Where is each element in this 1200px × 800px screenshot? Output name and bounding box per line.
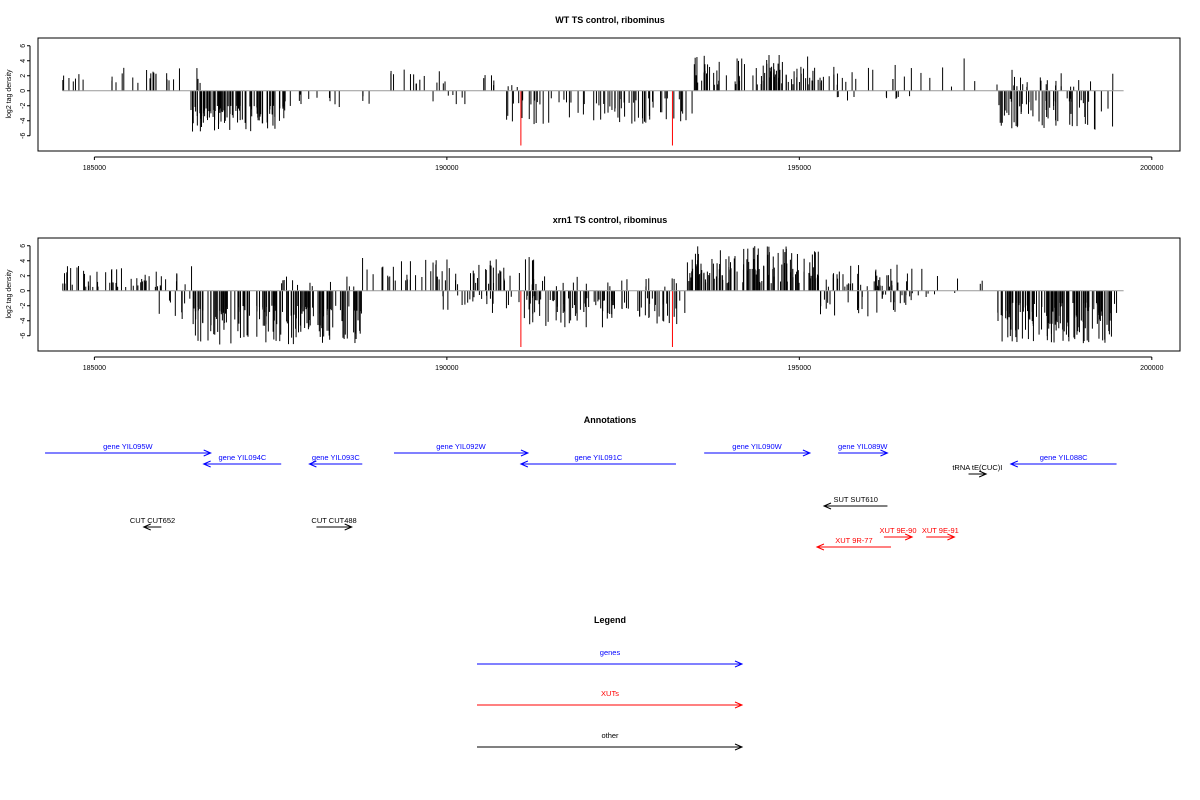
y-tick-label: -2 xyxy=(20,103,27,109)
y-axis: -6 -4 -2 0 2 4 6 xyxy=(20,244,31,339)
annotation-gene: gene YIL094C xyxy=(202,453,282,468)
y-tick-label: 0 xyxy=(20,89,27,93)
arrowhead xyxy=(947,533,956,541)
arrowhead xyxy=(734,660,744,668)
arrowhead xyxy=(802,449,812,457)
x-axis: 185000 190000 195000 200000 xyxy=(83,156,1164,172)
arrowhead xyxy=(344,523,353,531)
x-axis: 185000 190000 195000 200000 xyxy=(83,356,1164,372)
legend-label: other xyxy=(601,731,619,740)
annotation-label: XUT 9E-90 xyxy=(880,526,917,535)
annotation-label: gene YIL092W xyxy=(436,442,486,451)
arrowhead xyxy=(815,543,825,551)
y-axis-label: log2 tag density xyxy=(6,269,13,319)
annotation-gene: gene YIL095W xyxy=(45,442,212,457)
x-tick-label: 185000 xyxy=(83,365,106,372)
annotation-label: tRNA tE(CUC)I xyxy=(952,463,1002,472)
plot-frame xyxy=(37,37,1181,152)
legend-entry: genes xyxy=(477,648,744,668)
x-tick-label: 190000 xyxy=(435,365,458,372)
annotation-gene: gene YIL089W xyxy=(838,442,889,457)
y-axis: -6 -4 -2 0 2 4 6 xyxy=(20,44,31,139)
annotation-gene: gene YIL093C xyxy=(308,453,363,468)
arrowhead xyxy=(519,460,529,468)
chart-title: xrn1 TS control, ribominus xyxy=(553,215,668,225)
annotation-xut: XUT 9E-91 xyxy=(922,526,959,541)
annotation-other: CUT CUT488 xyxy=(311,516,357,531)
y-axis-label: log2 tag density xyxy=(6,69,13,119)
y-tick-label: 2 xyxy=(20,274,27,278)
legend-entry: other xyxy=(477,731,744,751)
x-tick-label: 195000 xyxy=(788,165,811,172)
annotation-label: gene YIL095W xyxy=(103,442,153,451)
arrowhead xyxy=(822,502,832,510)
highlight-bars xyxy=(520,290,673,347)
annotation-label: gene YIL093C xyxy=(312,453,360,462)
annotation-label: CUT CUT652 xyxy=(130,516,175,525)
arrowhead xyxy=(202,460,211,468)
arrowhead xyxy=(734,743,744,751)
panel-xrn1: xrn1 TS control, ribominus log2 tag dens… xyxy=(6,215,1181,372)
y-tick-label: -2 xyxy=(20,303,27,309)
annotation-label: CUT CUT488 xyxy=(311,516,356,525)
annotation-other: SUT SUT610 xyxy=(822,495,888,510)
arrowhead xyxy=(142,523,151,531)
annotation-label: gene YIL088C xyxy=(1040,453,1088,462)
annotation-label: gene YIL094C xyxy=(219,453,267,462)
y-tick-label: 6 xyxy=(20,44,27,48)
annotation-xut: XUT 9E-90 xyxy=(880,526,917,541)
y-tick-label: -4 xyxy=(20,318,27,324)
legend: Legend genes XUTs other xyxy=(477,615,744,751)
x-tick-label: 185000 xyxy=(83,165,106,172)
annotation-label: XUT 9E-91 xyxy=(922,526,959,535)
y-tick-label: 4 xyxy=(20,259,27,263)
chart-title: WT TS control, ribominus xyxy=(555,15,665,25)
panel-wt: WT TS control, ribominus log2 tag densit… xyxy=(6,15,1181,172)
x-tick-label: 195000 xyxy=(788,365,811,372)
annotations-title: Annotations xyxy=(584,415,637,425)
arrowhead xyxy=(904,533,914,541)
legend-title: Legend xyxy=(594,615,626,625)
annotation-label: SUT SUT610 xyxy=(833,495,877,504)
y-tick-label: -6 xyxy=(20,333,27,339)
annotation-tracks: gene YIL095W gene YIL094C gene YIL093C gene… xyxy=(45,442,1117,551)
x-tick-label: 200000 xyxy=(1140,165,1163,172)
annotation-gene: gene YIL088C xyxy=(1009,453,1117,468)
x-tick-label: 200000 xyxy=(1140,365,1163,372)
bars xyxy=(62,55,1114,132)
annotation-label: gene YIL089W xyxy=(838,442,888,451)
annotation-gene: gene YIL090W xyxy=(704,442,812,457)
annotation-label: XUT 9R-77 xyxy=(835,536,872,545)
arrowhead xyxy=(308,460,317,468)
plot-frame xyxy=(37,237,1181,352)
legend-label: genes xyxy=(600,648,621,657)
annotation-xut: XUT 9R-77 xyxy=(815,536,891,551)
arrowhead xyxy=(880,449,889,457)
x-tick-label: 190000 xyxy=(435,165,458,172)
arrowhead xyxy=(978,470,988,478)
bars xyxy=(62,246,1118,345)
annotation-gene: gene YIL091C xyxy=(519,453,676,468)
highlight-bars xyxy=(520,90,673,146)
annotation-other: tRNA tE(CUC)I xyxy=(952,463,1002,478)
y-tick-label: -6 xyxy=(20,133,27,139)
annotation-gene: gene YIL092W xyxy=(393,442,530,457)
arrowhead xyxy=(520,449,530,457)
y-tick-label: -4 xyxy=(20,118,27,124)
legend-label: XUTs xyxy=(601,689,619,698)
legend-entry: XUTs xyxy=(477,689,744,709)
annotation-label: gene YIL091C xyxy=(575,453,623,462)
y-tick-label: 4 xyxy=(20,59,27,63)
y-tick-label: 2 xyxy=(20,74,27,78)
annotation-label: gene YIL090W xyxy=(732,442,782,451)
y-tick-label: 6 xyxy=(20,244,27,248)
y-tick-label: 0 xyxy=(20,289,27,293)
legend-entries: genes XUTs other xyxy=(477,648,744,751)
arrowhead xyxy=(1009,460,1019,468)
arrowhead xyxy=(203,449,212,457)
arrowhead xyxy=(734,701,744,709)
annotation-other: CUT CUT652 xyxy=(130,516,175,531)
